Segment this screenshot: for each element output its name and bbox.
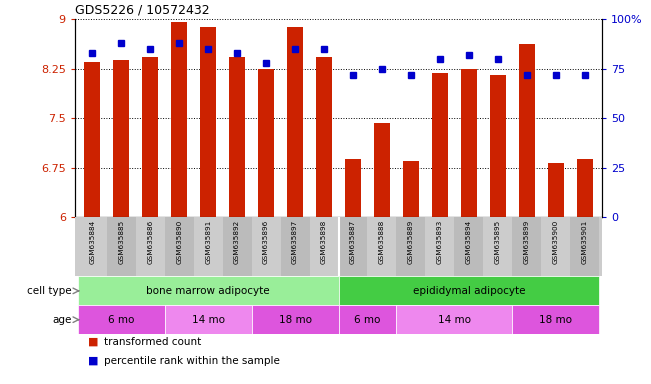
Text: GSM635901: GSM635901: [582, 220, 588, 264]
Bar: [570, 217, 600, 276]
Bar: [165, 305, 251, 334]
Bar: [403, 161, 419, 217]
Bar: [107, 217, 135, 276]
Text: percentile rank within the sample: percentile rank within the sample: [104, 356, 280, 366]
Bar: [484, 217, 512, 276]
Text: 14 mo: 14 mo: [438, 314, 471, 325]
Text: GSM635896: GSM635896: [263, 220, 269, 264]
Bar: [512, 305, 600, 334]
Text: 6 mo: 6 mo: [108, 314, 134, 325]
Bar: [287, 27, 303, 217]
Bar: [374, 123, 390, 217]
Text: GSM635893: GSM635893: [437, 220, 443, 264]
Bar: [345, 159, 361, 217]
Text: cell type: cell type: [27, 286, 72, 296]
Text: ■: ■: [88, 356, 98, 366]
Text: GSM635894: GSM635894: [466, 220, 472, 264]
Bar: [542, 217, 570, 276]
Bar: [171, 23, 187, 217]
Bar: [223, 217, 251, 276]
Text: GSM635888: GSM635888: [379, 220, 385, 264]
Bar: [84, 62, 100, 217]
Bar: [519, 44, 535, 217]
Bar: [339, 305, 396, 334]
Bar: [461, 69, 477, 217]
Bar: [193, 217, 223, 276]
Text: GSM635900: GSM635900: [553, 220, 559, 264]
Text: 18 mo: 18 mo: [279, 314, 312, 325]
Bar: [577, 159, 593, 217]
Bar: [548, 163, 564, 217]
Text: GSM635897: GSM635897: [292, 220, 298, 264]
Text: GSM635898: GSM635898: [321, 220, 327, 264]
Text: 6 mo: 6 mo: [354, 314, 381, 325]
Text: GSM635884: GSM635884: [89, 220, 95, 264]
Text: ■: ■: [88, 337, 98, 347]
Text: GDS5226 / 10572432: GDS5226 / 10572432: [75, 3, 210, 17]
Bar: [113, 60, 129, 217]
Bar: [316, 58, 332, 217]
Text: bone marrow adipocyte: bone marrow adipocyte: [146, 286, 270, 296]
Text: GSM635891: GSM635891: [205, 220, 211, 264]
Bar: [432, 73, 448, 217]
Bar: [454, 217, 484, 276]
Bar: [426, 217, 454, 276]
Text: GSM635899: GSM635899: [524, 220, 530, 264]
Bar: [512, 217, 542, 276]
Bar: [77, 217, 107, 276]
Bar: [142, 58, 158, 217]
Text: epididymal adipocyte: epididymal adipocyte: [413, 286, 525, 296]
Bar: [490, 75, 506, 217]
Text: GSM635889: GSM635889: [408, 220, 414, 264]
Bar: [339, 217, 368, 276]
Bar: [251, 217, 281, 276]
Bar: [368, 217, 396, 276]
Bar: [135, 217, 165, 276]
Bar: [309, 217, 339, 276]
Text: GSM635895: GSM635895: [495, 220, 501, 264]
Bar: [251, 305, 339, 334]
Bar: [258, 69, 274, 217]
Text: transformed count: transformed count: [104, 337, 201, 347]
Text: 14 mo: 14 mo: [191, 314, 225, 325]
Text: age: age: [52, 314, 72, 325]
Bar: [339, 276, 600, 305]
Text: GSM635890: GSM635890: [176, 220, 182, 264]
Bar: [396, 217, 426, 276]
Text: GSM635886: GSM635886: [147, 220, 153, 264]
Bar: [396, 305, 512, 334]
Bar: [200, 27, 216, 217]
Bar: [229, 58, 245, 217]
Text: GSM635887: GSM635887: [350, 220, 356, 264]
Bar: [77, 305, 165, 334]
Bar: [77, 276, 339, 305]
Bar: [165, 217, 193, 276]
Text: GSM635892: GSM635892: [234, 220, 240, 264]
Bar: [281, 217, 309, 276]
Text: 18 mo: 18 mo: [539, 314, 572, 325]
Text: GSM635885: GSM635885: [118, 220, 124, 264]
